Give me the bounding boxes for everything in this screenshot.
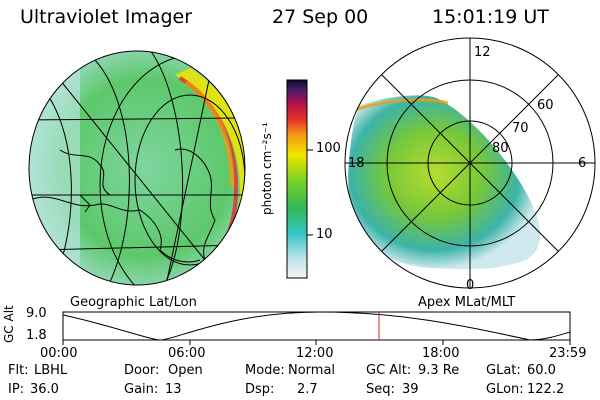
gcalt-value: 9.3 Re xyxy=(418,363,460,378)
ip-value: 36.0 xyxy=(30,382,59,397)
dsp-label: Dsp: xyxy=(245,382,275,397)
door-label: Door: xyxy=(124,363,160,378)
altitude-xtick-0000: 00:00 xyxy=(40,346,78,361)
lat-label-80: 80 xyxy=(492,141,509,156)
mlt-label-12: 12 xyxy=(474,45,491,60)
colorbar xyxy=(286,79,313,279)
altitude-xtick-2359: 23:59 xyxy=(549,346,587,361)
colorbar-tick-10: 10 xyxy=(316,227,333,242)
flt-label: Flt: xyxy=(8,363,29,378)
geo-image xyxy=(28,50,246,286)
glon-value: 122.2 xyxy=(527,382,565,397)
mode-label: Mode: xyxy=(245,363,285,378)
colorbar-unit-label: photon cm⁻²s⁻¹ xyxy=(260,122,274,215)
gain-label: Gain: xyxy=(124,382,159,397)
lat-label-60: 60 xyxy=(537,98,554,113)
polar-image xyxy=(344,37,596,289)
altitude-xtick-0600: 06:00 xyxy=(168,346,206,361)
lat-label-70: 70 xyxy=(512,121,529,136)
mlt-label-0: 0 xyxy=(466,278,475,293)
glat-label: GLat: xyxy=(486,363,521,378)
seq-label: Seq: xyxy=(366,382,395,397)
flt-value: LBHL xyxy=(34,363,68,378)
glat-value: 60.0 xyxy=(527,363,556,378)
altitude-xtick-1800: 18:00 xyxy=(422,346,460,361)
mode-value: Normal xyxy=(288,363,336,378)
glon-label: GLon: xyxy=(486,382,524,397)
altitude-xtick-1200: 12:00 xyxy=(296,346,334,361)
altitude-ytick-max: 9.0 xyxy=(26,306,47,321)
colorbar-tick-100: 100 xyxy=(316,141,341,156)
altitude-ytick-min: 1.8 xyxy=(26,328,47,343)
dsp-value: 2.7 xyxy=(297,382,318,397)
ip-label: IP: xyxy=(8,382,25,397)
mlt-label-6: 6 xyxy=(578,156,587,171)
date-label: 27 Sep 00 xyxy=(272,6,369,28)
seq-value: 39 xyxy=(402,382,419,397)
door-value: Open xyxy=(168,363,203,378)
mlt-label-18: 18 xyxy=(348,156,365,171)
altitude-ylabel: GC Alt xyxy=(2,305,16,343)
gcalt-label: GC Alt: xyxy=(366,363,412,378)
polar-caption: Apex MLat/MLT xyxy=(418,295,516,310)
geo-caption: Geographic Lat/Lon xyxy=(70,295,197,310)
altitude-plot xyxy=(62,311,571,345)
time-label: 15:01:19 UT xyxy=(432,6,549,28)
gain-value: 13 xyxy=(165,382,182,397)
instrument-title: Ultraviolet Imager xyxy=(20,6,193,28)
